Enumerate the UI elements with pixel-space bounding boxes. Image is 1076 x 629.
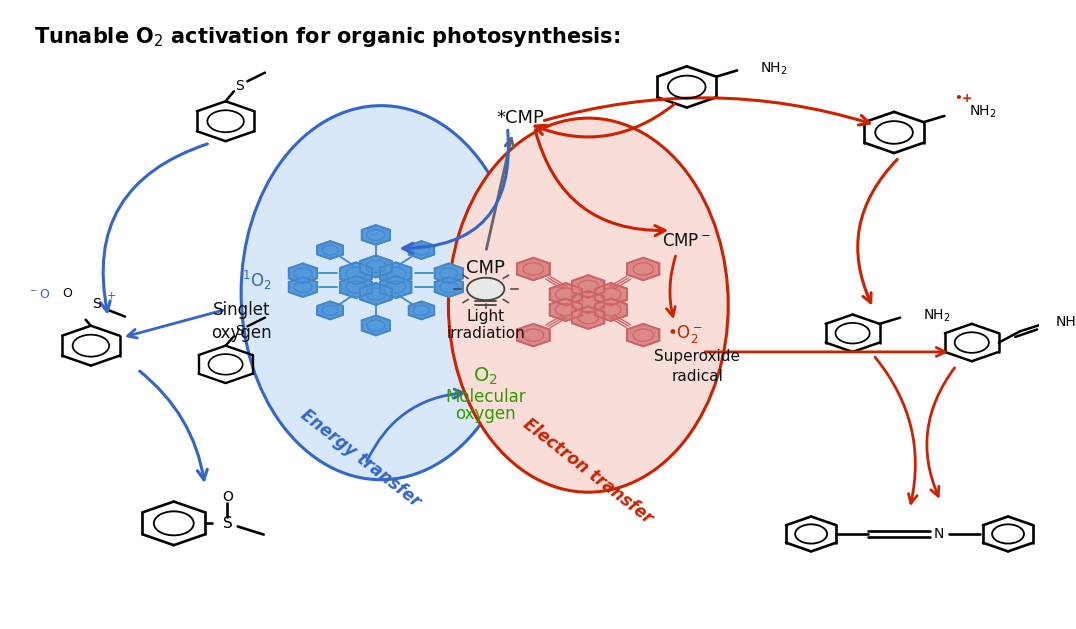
- Text: S: S: [235, 325, 243, 338]
- Polygon shape: [360, 255, 392, 277]
- Ellipse shape: [449, 118, 728, 492]
- Text: Superoxide: Superoxide: [654, 349, 740, 364]
- Polygon shape: [435, 264, 463, 283]
- Text: S: S: [91, 297, 100, 311]
- Text: Electron transfer: Electron transfer: [520, 415, 656, 528]
- Polygon shape: [572, 276, 605, 298]
- Polygon shape: [572, 306, 605, 329]
- Text: oxygen: oxygen: [455, 405, 516, 423]
- FancyArrowPatch shape: [140, 371, 208, 480]
- Polygon shape: [518, 258, 550, 280]
- Text: O: O: [62, 287, 72, 300]
- Text: NH$_2$: NH$_2$: [969, 104, 997, 120]
- Text: oxygen: oxygen: [211, 324, 271, 342]
- Polygon shape: [550, 283, 582, 306]
- FancyArrowPatch shape: [926, 368, 954, 496]
- FancyArrowPatch shape: [875, 357, 917, 503]
- Polygon shape: [595, 299, 627, 321]
- FancyArrowPatch shape: [858, 159, 897, 303]
- Text: radical: radical: [671, 369, 723, 384]
- Text: $^1$O$_2$: $^1$O$_2$: [242, 269, 271, 292]
- FancyArrowPatch shape: [100, 144, 208, 311]
- Text: $^-$O: $^-$O: [28, 288, 51, 301]
- Text: N: N: [933, 527, 944, 541]
- Text: •O$_2^-$: •O$_2^-$: [667, 323, 703, 345]
- Text: Energy transfer: Energy transfer: [297, 406, 424, 510]
- Circle shape: [467, 278, 505, 300]
- Text: Singlet: Singlet: [212, 301, 270, 318]
- FancyArrowPatch shape: [128, 310, 223, 338]
- FancyArrowPatch shape: [402, 130, 509, 253]
- Polygon shape: [627, 324, 660, 347]
- Text: •+: •+: [953, 92, 973, 105]
- Polygon shape: [595, 283, 627, 306]
- Text: NH$_2$: NH$_2$: [760, 60, 788, 77]
- FancyArrowPatch shape: [486, 138, 513, 250]
- Text: Tunable O$_2$ activation for organic photosynthesis:: Tunable O$_2$ activation for organic pho…: [33, 25, 620, 48]
- Polygon shape: [627, 258, 660, 280]
- Polygon shape: [409, 301, 435, 320]
- FancyArrowPatch shape: [367, 389, 464, 462]
- Polygon shape: [360, 283, 392, 305]
- FancyArrowPatch shape: [705, 347, 945, 357]
- Polygon shape: [380, 276, 411, 298]
- Polygon shape: [362, 225, 391, 245]
- Text: Molecular: Molecular: [445, 388, 526, 406]
- Text: CMP: CMP: [466, 259, 505, 277]
- Polygon shape: [409, 241, 435, 259]
- Text: +: +: [107, 291, 116, 301]
- Text: NH$_2$: NH$_2$: [923, 308, 951, 324]
- Polygon shape: [340, 276, 372, 298]
- Text: CMP$^-$: CMP$^-$: [663, 232, 711, 250]
- Text: S: S: [223, 516, 232, 531]
- Polygon shape: [362, 316, 391, 335]
- FancyArrowPatch shape: [666, 256, 676, 316]
- Polygon shape: [435, 277, 463, 297]
- Polygon shape: [550, 299, 582, 321]
- Polygon shape: [380, 262, 411, 284]
- Text: Light: Light: [467, 309, 505, 324]
- Ellipse shape: [241, 106, 521, 480]
- Text: irradiation: irradiation: [447, 326, 525, 341]
- Text: *CMP: *CMP: [496, 109, 543, 127]
- Polygon shape: [317, 241, 343, 259]
- FancyArrowPatch shape: [535, 130, 665, 236]
- FancyArrowPatch shape: [544, 97, 869, 125]
- FancyArrowPatch shape: [535, 104, 675, 137]
- Polygon shape: [288, 277, 317, 297]
- Polygon shape: [572, 291, 605, 313]
- Polygon shape: [317, 301, 343, 320]
- Text: NH: NH: [1056, 315, 1076, 329]
- Polygon shape: [340, 262, 372, 284]
- Text: O: O: [222, 490, 232, 504]
- Text: S: S: [235, 79, 243, 93]
- Polygon shape: [288, 264, 317, 283]
- Text: O$_2$: O$_2$: [473, 366, 498, 387]
- Polygon shape: [518, 324, 550, 347]
